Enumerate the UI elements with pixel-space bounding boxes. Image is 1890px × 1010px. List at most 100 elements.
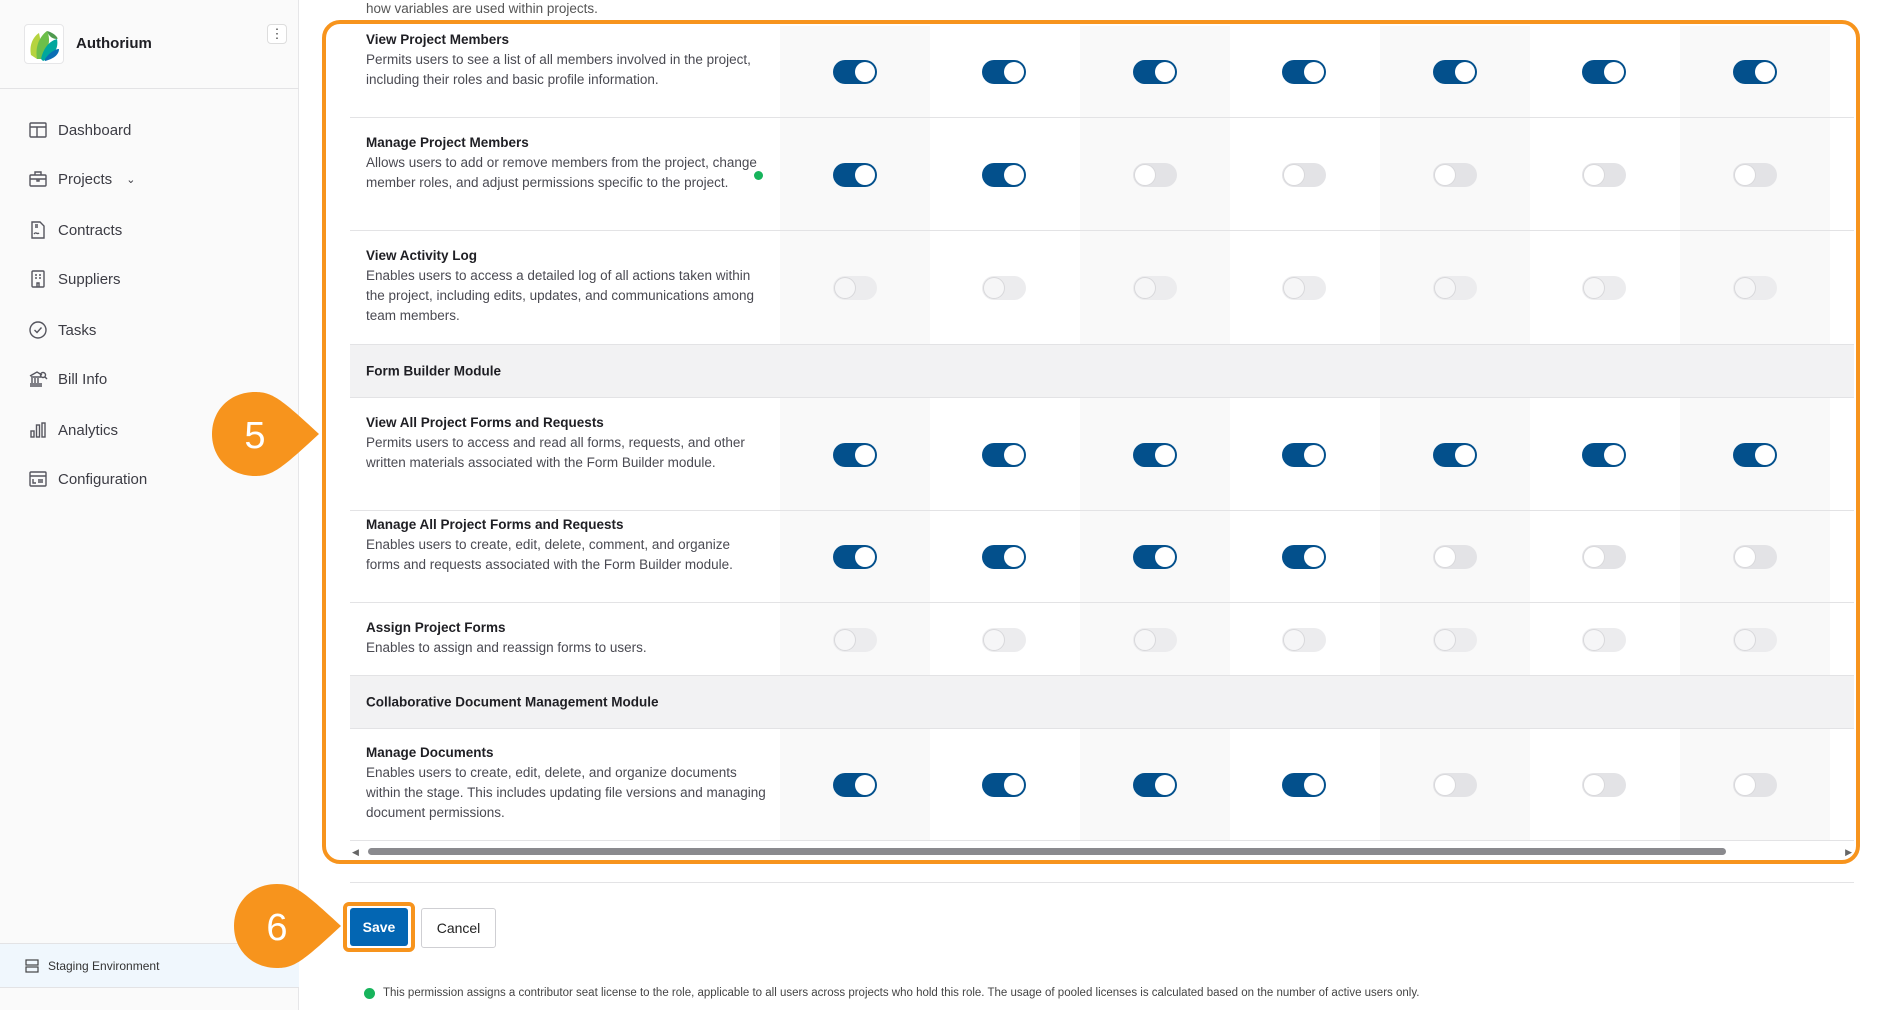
permission-row: Manage All Project Forms and Requests Ena… [350,511,1854,603]
sidebar-item-projects[interactable]: Projects ⌄ [28,167,135,191]
seat-license-dot-icon [754,170,763,180]
permission-title: Manage Documents [366,745,494,760]
permission-toggle [1733,627,1777,652]
save-button[interactable]: Save [350,908,408,946]
permission-description: Enables users to create, edit, delete, c… [366,537,733,572]
permission-toggle[interactable] [1133,545,1177,569]
chevron-down-icon: ⌄ [126,173,136,186]
sidebar-item-label: Configuration [58,470,148,488]
save-highlight [343,902,415,952]
sidebar-item-label: Analytics [58,421,119,439]
permission-toggle[interactable] [833,442,877,467]
sidebar-item-dashboard[interactable]: Dashboard [28,118,131,142]
permission-description: Allows users to add or remove members fr… [366,154,757,190]
permission-toggle [1433,276,1477,300]
permission-toggle [1282,627,1326,652]
highlight-frame [322,20,1860,864]
sidebar: Authorium ⋮ Dashboard Projects ⌄ Contracts S… [0,0,299,1010]
sidebar-item-bill-info[interactable]: Bill Info [28,367,107,391]
permission-toggle[interactable] [1282,60,1326,84]
permission-toggle[interactable] [1133,60,1177,84]
check-circle-icon [29,321,47,339]
permission-toggle[interactable] [833,773,877,797]
permission-toggle[interactable] [1433,545,1477,569]
permission-toggle[interactable] [1433,60,1477,84]
bank-search-icon [29,371,48,387]
permission-row: View All Project Forms and Requests Permi… [350,398,1854,511]
permission-title: View Activity Log [366,248,478,263]
permission-toggle[interactable] [833,60,877,84]
permission-toggle [833,627,877,652]
permission-toggle[interactable] [1582,545,1626,569]
cancel-button[interactable]: Cancel [421,908,496,948]
environment-label: Staging Environment [48,958,160,973]
permission-toggle[interactable] [1133,442,1177,467]
bar-chart-icon [30,422,46,438]
brand-name: Authorium [76,35,152,52]
permission-description: Enables users to access a detailed log o… [366,268,754,323]
permission-toggle[interactable] [1282,162,1326,187]
permission-toggle[interactable] [1433,442,1477,467]
permission-toggle[interactable] [1282,545,1326,569]
permission-info: Assign Project Forms Enables to assign an… [366,620,766,658]
permission-toggle[interactable] [1733,60,1777,84]
sidebar-item-label: Tasks [58,321,97,339]
permission-toggle[interactable] [982,773,1026,797]
scroll-left-icon[interactable]: ◀ [352,847,359,857]
permission-toggle[interactable] [1733,162,1777,187]
permission-toggle[interactable] [1733,545,1777,569]
permission-toggle[interactable] [982,60,1026,84]
sidebar-item-label: Dashboard [58,121,132,139]
permission-toggle[interactable] [1582,162,1626,187]
permission-toggle[interactable] [1582,442,1626,467]
permission-toggle[interactable] [1733,773,1777,797]
sidebar-item-label: Contracts [58,221,123,239]
permission-toggle[interactable] [982,162,1026,187]
permission-toggle[interactable] [1733,442,1777,467]
horizontal-scrollbar[interactable]: ◀ ▶ [350,844,1854,858]
permission-toggle [982,627,1026,652]
permission-toggle[interactable] [982,442,1026,467]
permission-toggle [1582,276,1626,300]
permission-description: Enables to assign and reassign forms to … [366,639,647,655]
sidebar-item-contracts[interactable]: Contracts [28,218,122,242]
seat-license-dot-icon [364,987,375,999]
permission-toggle [982,276,1026,300]
sidebar-item-label: Suppliers [58,270,121,288]
more-options-button[interactable]: ⋮ [267,24,287,44]
permission-toggle[interactable] [1133,773,1177,797]
divider [0,88,299,89]
callout-6-label: 6 [266,907,287,949]
permission-info: View Activity Log Enables users to access… [366,248,766,326]
permission-toggle[interactable] [833,162,877,187]
permission-description: Enables users to create, edit, delete, a… [366,765,766,820]
permission-toggle[interactable] [833,545,877,569]
permission-row: Assign Project Forms Enables to assign an… [350,603,1854,676]
permission-toggle[interactable] [1582,773,1626,797]
permission-toggle[interactable] [1433,162,1477,187]
permission-toggle[interactable] [1433,773,1477,797]
sidebar-item-suppliers[interactable]: Suppliers [28,267,121,291]
section-description: how variables are used within projects. [366,1,598,17]
permission-toggle[interactable] [1582,60,1626,84]
sidebar-item-analytics[interactable]: Analytics [28,418,118,442]
footnote: This permission assigns a contributor se… [364,987,1419,999]
permission-toggle[interactable] [1133,162,1177,187]
permission-info: View Project Members Permits users to see… [366,32,766,90]
callout-6: 6 [234,884,341,968]
authorium-logo [24,24,64,64]
permission-info: View All Project Forms and Requests Permi… [366,415,766,473]
callout-5-label: 5 [244,415,265,457]
permission-info: Manage All Project Forms and Requests Ena… [366,517,766,575]
permission-toggle[interactable] [982,545,1026,569]
sidebar-item-configuration[interactable]: Configuration [28,467,147,491]
sidebar-item-tasks[interactable]: Tasks [28,318,96,342]
scrollbar-thumb[interactable] [368,848,1726,855]
permission-toggle[interactable] [1282,442,1326,467]
permission-toggle[interactable] [1282,773,1326,797]
permission-info: Manage Documents Enables users to create,… [366,745,766,823]
section-header: Collaborative Document Management Module [350,676,1854,729]
sidebar-item-label: Projects [58,170,113,188]
permission-toggle [1133,627,1177,652]
scroll-right-icon[interactable]: ▶ [1845,847,1852,857]
